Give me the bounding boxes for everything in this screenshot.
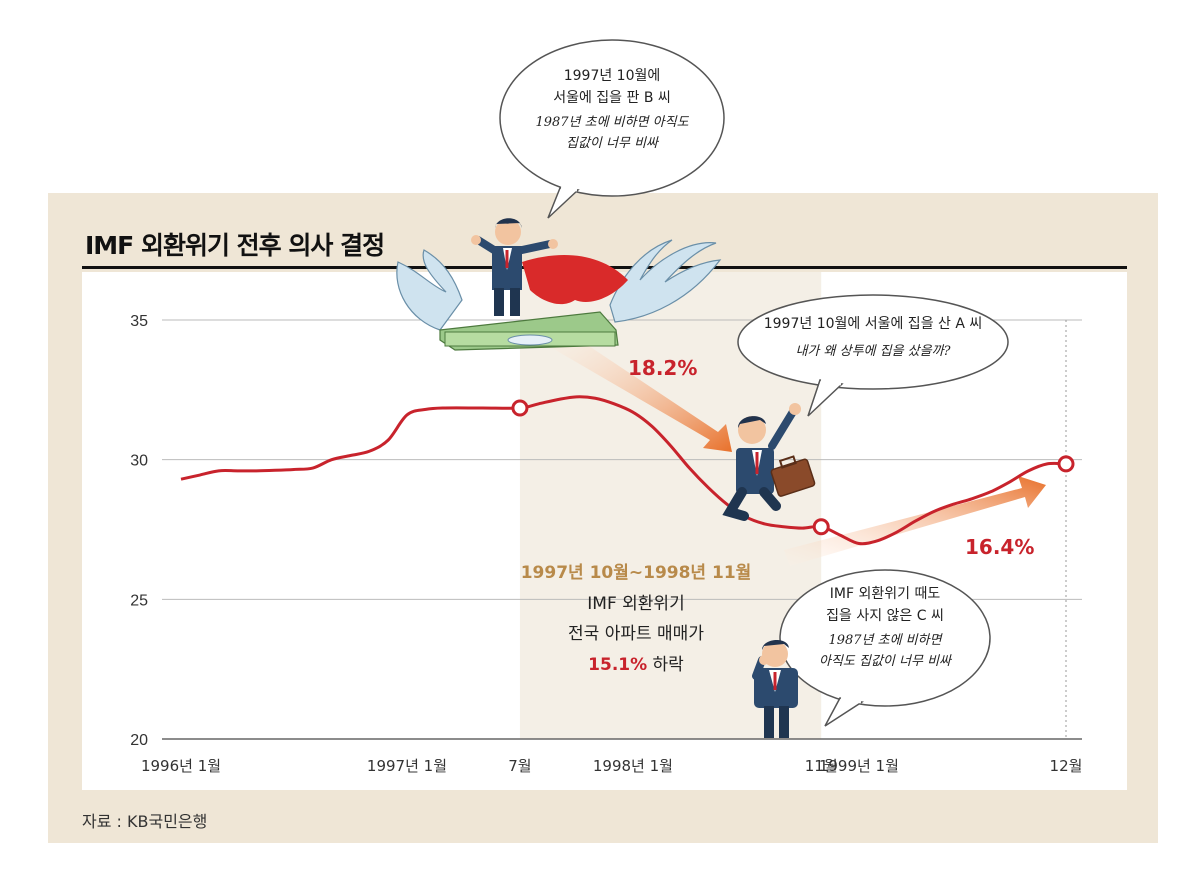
bubble-b-hand1: 1987년 초에 비하면 아직도 [535,115,689,131]
y-tick-label: 25 [130,592,148,609]
x-tick-label: 12월 [1050,757,1083,775]
x-tick-label: 1997년 1월 [367,757,447,775]
bubble-b-line2: 서울에 집을 판 B 씨 [553,89,671,106]
pct-up-label: 16.4% [965,535,1035,559]
bubble-a-hand1: 내가 왜 상투에 집을 샀을까? [795,343,951,359]
bubble-c-line1: IMF 외환위기 때도 [829,586,941,602]
chart-title: IMF 외환위기 전후 의사 결정 [85,231,385,260]
worried-businessman [752,639,798,738]
annotation-drop: 15.1% 하락 [512,650,760,681]
x-tick-label: 11월 [805,757,838,775]
y-tick-label: 35 [130,313,148,330]
y-tick-label: 30 [130,453,148,470]
data-point-marker [812,518,830,536]
x-tick-label: 1999년 1월 [819,757,899,775]
pct-down-label: 18.2% [628,356,698,380]
data-point-marker [511,399,529,417]
crisis-annotation: 1997년 10월~1998년 11월 IMF 외환위기 전국 아파트 매매가 … [512,558,760,680]
bubble-c-line2: 집을 사지 않은 C 씨 [826,607,944,624]
source-note: 자료 : KB국민은행 [82,812,208,831]
speech-bubble-a [737,294,1009,417]
x-tick-label: 1998년 1월 [593,757,673,775]
bubble-b-text: 1997년 10월에 서울에 집을 판 B 씨 1987년 초에 비하면 아직도… [522,66,702,154]
bubble-a-text: 1997년 10월에 서울에 집을 산 A 씨 내가 왜 상투에 집을 샀을까? [750,314,996,362]
annotation-drop-word: 하락 [647,654,684,675]
series-line [180,395,1067,546]
annotation-drop-pct: 15.1% [588,654,648,675]
annotation-line2: 전국 아파트 매매가 [568,624,704,645]
bubble-b-line1: 1997년 10월에 [563,68,661,84]
speech-bubble-b [499,39,725,219]
annotation-period: 1997년 10월~1998년 11월 [520,563,752,583]
x-tick-label: 1996년 1월 [141,757,221,775]
annotation-line1: IMF 외환위기 [587,593,685,614]
x-tick-label: 7월 [508,757,531,775]
y-tick-label: 20 [130,732,148,749]
bubble-a-line1: 1997년 10월에 서울에 집을 산 A 씨 [763,316,983,332]
bubble-b-hand2: 집값이 너무 비싸 [566,135,658,151]
bubble-c-hand1: 1987년 초에 비하면 [828,633,942,649]
bubble-c-text: IMF 외환위기 때도 집을 사지 않은 C 씨 1987년 초에 비하면 아직… [800,584,970,672]
flying-money-businessman [396,218,722,351]
bubble-c-hand2: 아직도 집값이 너무 비싸 [819,653,951,669]
y-gridlines: 20 25 30 35 [130,313,1082,749]
down-arrow [552,332,732,452]
marker-group [511,399,1075,536]
data-point-marker [1057,455,1075,473]
speech-bubble-c [779,569,991,727]
falling-businessman [722,403,816,521]
